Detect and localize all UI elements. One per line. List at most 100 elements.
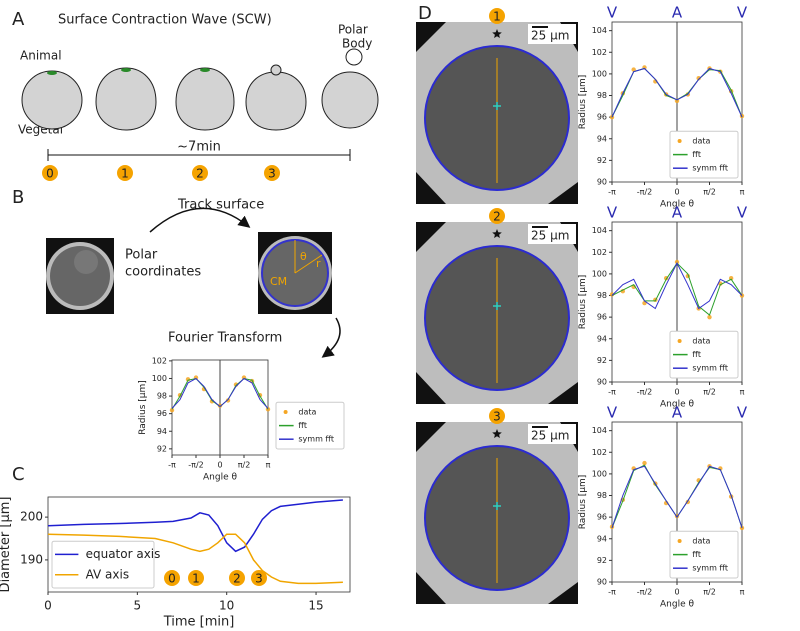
- orientation-label: V: [737, 4, 748, 22]
- star: [492, 429, 502, 438]
- y-tick-label: 104: [592, 426, 607, 435]
- x-tick-label: π/2: [703, 388, 716, 397]
- y-tick-label: 200: [20, 510, 43, 524]
- stage-label: 2: [233, 572, 241, 586]
- scale-bg: [528, 224, 576, 244]
- spindle: [47, 68, 210, 75]
- label: Body: [342, 37, 372, 51]
- orientation-label: V: [607, 4, 618, 22]
- center-cross: [493, 302, 501, 310]
- legend-label: symm fft: [692, 364, 728, 373]
- y-tick-label: 96: [597, 313, 607, 322]
- label: Animal: [20, 49, 62, 63]
- y-tick-label: 100: [592, 269, 607, 278]
- data-point: [609, 292, 615, 297]
- x-tick-label: π: [740, 188, 745, 197]
- legend-box: [669, 130, 739, 179]
- arrow: [149, 207, 251, 233]
- data-point: [707, 314, 712, 320]
- y-tick-label: 104: [592, 226, 607, 235]
- x-tick-label: -π/2: [637, 388, 653, 397]
- legend-box: [51, 540, 155, 589]
- orientation-label: A: [672, 404, 683, 422]
- x-axis-label: Angle θ: [660, 400, 694, 410]
- x-tick-label: 10: [219, 599, 234, 613]
- y-tick-label: 98: [157, 392, 167, 401]
- y-tick-label: 90: [597, 178, 607, 187]
- stage-marker: [251, 570, 267, 586]
- x-tick-label: 0: [674, 388, 679, 397]
- label: θ: [300, 250, 307, 263]
- y-tick-label: 102: [592, 48, 607, 57]
- y-axis-label: Radius [μm]: [578, 475, 588, 530]
- scale-label: 25 μm: [531, 229, 569, 243]
- data-point: [642, 460, 647, 466]
- panel-label: A: [12, 9, 25, 30]
- series-line: [47, 499, 343, 553]
- center-cross: [493, 102, 501, 110]
- star: [492, 229, 502, 238]
- series-line: [611, 465, 743, 529]
- y-tick-label: 96: [157, 409, 167, 418]
- data-point: [609, 114, 615, 120]
- legend-box: [275, 401, 345, 450]
- x-tick-label: 0: [44, 599, 52, 613]
- orientation-label: V: [607, 204, 618, 222]
- stage-label: 2: [196, 167, 204, 181]
- x-tick-label: π: [740, 588, 745, 597]
- legend-label: fft: [692, 350, 701, 359]
- x-tick-label: π: [266, 461, 271, 470]
- x-tick-label: -π: [168, 461, 176, 470]
- stage-label: 1: [192, 572, 200, 586]
- stage-marker: [188, 570, 204, 586]
- stage-label: 1: [121, 167, 129, 181]
- stage-marker: [117, 165, 133, 181]
- orientation-label: V: [607, 404, 618, 422]
- y-tick-label: 100: [152, 374, 167, 383]
- y-tick-label: 98: [597, 91, 607, 100]
- y-tick-label: 98: [597, 491, 607, 500]
- y-tick-label: 94: [597, 334, 607, 343]
- y-tick-label: 102: [592, 448, 607, 457]
- x-tick-label: -π/2: [188, 461, 204, 470]
- legend-label: equator axis: [86, 547, 161, 561]
- series-line: [47, 533, 343, 585]
- x-tick-label: π/2: [703, 588, 716, 597]
- stage-marker: [489, 208, 505, 224]
- orientation-label: A: [672, 204, 683, 222]
- data-point: [739, 525, 745, 531]
- legend-box: [669, 530, 739, 579]
- y-tick-label: 100: [592, 69, 607, 78]
- data-point: [217, 403, 223, 408]
- legend-label: data: [692, 337, 710, 346]
- data-point: [169, 407, 175, 413]
- x-tick-label: -π: [608, 388, 616, 397]
- panel-title: Surface Contraction Wave (SCW): [58, 13, 272, 28]
- x-tick-label: -π/2: [637, 188, 653, 197]
- x-tick-label: 5: [134, 599, 142, 613]
- stage-label: 0: [168, 572, 176, 586]
- orientation-label: A: [672, 4, 683, 22]
- legend-label: symm fft: [692, 564, 728, 573]
- series-line: [611, 261, 743, 310]
- x-tick-label: 0: [674, 588, 679, 597]
- y-tick-label: 102: [592, 248, 607, 257]
- label: Fourier Transform: [168, 331, 282, 346]
- series-line: [171, 377, 269, 409]
- legend-box: [669, 330, 739, 379]
- legend-label: symm fft: [298, 435, 334, 444]
- stage-marker: [489, 408, 505, 424]
- y-axis-label: Radius [μm]: [578, 275, 588, 330]
- stage-marker: [264, 165, 280, 181]
- panel-label: B: [12, 187, 24, 208]
- data-point: [631, 67, 636, 72]
- panel-label: C: [12, 464, 25, 485]
- star: [492, 29, 502, 38]
- stage-marker: [229, 570, 245, 586]
- x-tick-label: π/2: [238, 461, 251, 470]
- y-axis-label: Radius [μm]: [138, 380, 148, 435]
- legend-swatch: [677, 539, 682, 543]
- stage-label: 0: [46, 167, 54, 181]
- stage-marker: [164, 570, 180, 586]
